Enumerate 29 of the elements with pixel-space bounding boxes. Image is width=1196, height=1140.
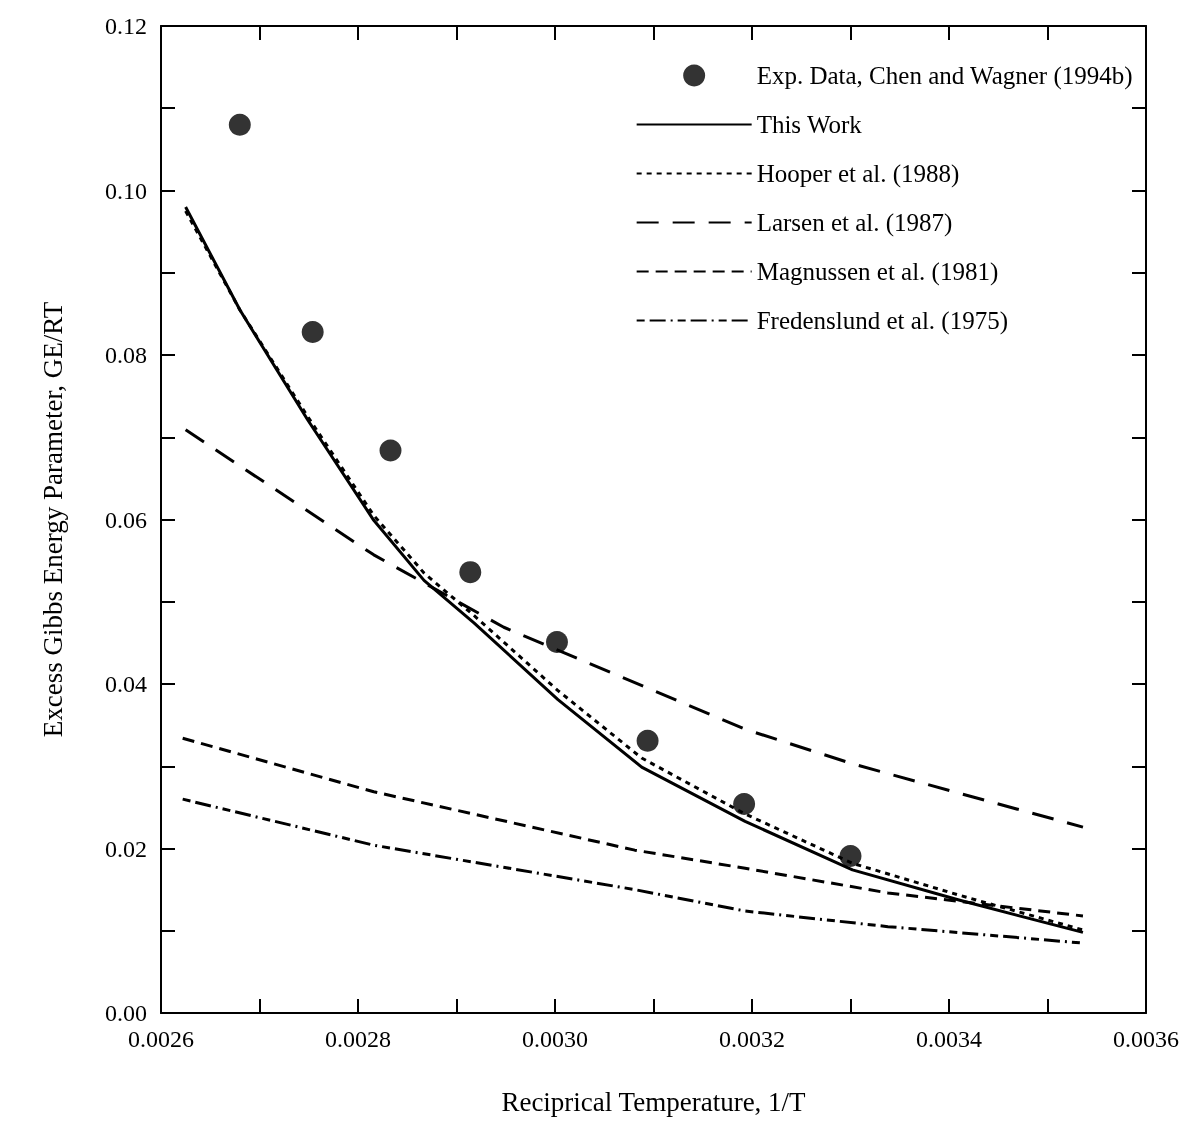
legend-label: Exp. Data, Chen and Wagner (1994b)	[756, 62, 1133, 90]
x-tick-label: 0.0034	[916, 1026, 982, 1052]
point	[636, 729, 659, 752]
legend-label: Magnussen et al. (1981)	[756, 258, 999, 286]
x-tick-label: 0.0032	[719, 1026, 785, 1052]
legend-label: Larsen et al. (1987)	[756, 209, 953, 237]
point	[839, 844, 862, 867]
point	[545, 631, 568, 654]
x-tick-label: 0.0026	[128, 1026, 194, 1052]
y-tick-label: 0.10	[105, 177, 147, 204]
point	[459, 561, 482, 584]
y-tick-label: 0.04	[105, 671, 147, 697]
y-tick-label: 0.12	[105, 13, 147, 39]
y-tick-label: 0.08	[105, 342, 147, 368]
x-tick-label: 0.0028	[325, 1026, 391, 1052]
y-tick-label: 0.06	[105, 506, 147, 533]
legend-label: This Work	[756, 111, 863, 138]
y-tick-label: 0.00	[105, 1000, 147, 1026]
point	[228, 113, 251, 136]
point	[733, 793, 756, 816]
x-axis-title: Reciprical Temperature, 1/T	[501, 1086, 807, 1117]
point	[301, 320, 324, 343]
point	[379, 439, 402, 462]
y-tick-label: 0.02	[105, 835, 147, 862]
x-tick-label: 0.0036	[1113, 1026, 1179, 1052]
y-axis-title: Excess Gibbs Energy Parameter, GE/RT	[37, 301, 68, 738]
legend-label: Hooper et al. (1988)	[756, 160, 960, 188]
legend-label: Fredenslund et al. (1975)	[756, 307, 1008, 335]
x-tick-label: 0.0030	[522, 1026, 588, 1052]
